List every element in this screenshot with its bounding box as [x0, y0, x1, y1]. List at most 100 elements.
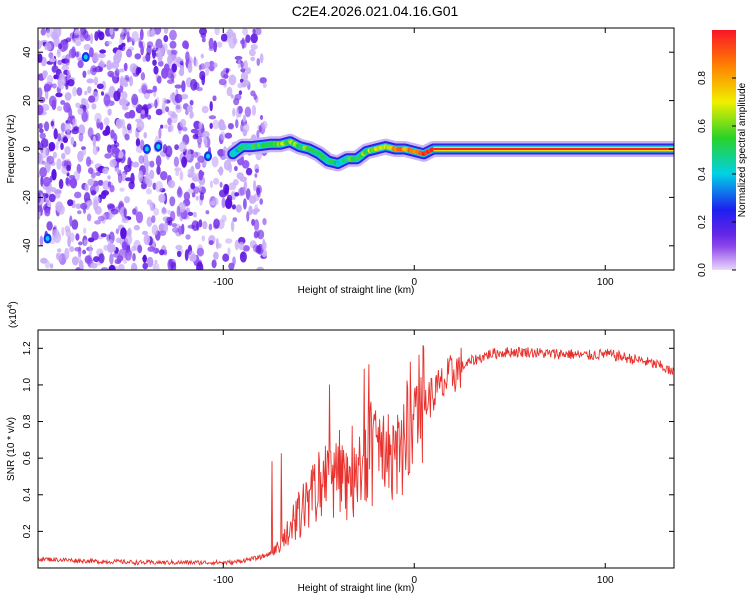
top-xlabel: Height of straight line (km) [298, 285, 415, 296]
noise-speckle [241, 37, 245, 50]
noise-speckle [240, 68, 246, 73]
noise-speckle [62, 136, 69, 143]
noise-speckle [98, 253, 105, 264]
noise-speckle [245, 34, 251, 43]
noise-speckle [83, 43, 91, 51]
noise-speckle [128, 180, 135, 190]
noise-speckle [198, 64, 202, 71]
noise-speckle [196, 261, 204, 270]
noise-speckle [112, 76, 118, 84]
noise-hotspot-core [144, 146, 149, 152]
noise-speckle [75, 51, 80, 58]
noise-speckle [153, 65, 159, 75]
noise-speckle [192, 134, 199, 140]
noise-speckle [211, 156, 219, 168]
noise-speckle [81, 110, 88, 123]
noise-speckle [228, 74, 237, 86]
noise-speckle [179, 141, 187, 153]
noise-speckle [228, 163, 233, 173]
noise-speckle [111, 148, 120, 158]
noise-speckle [209, 122, 213, 129]
noise-speckle [151, 224, 159, 236]
noise-speckle [214, 218, 218, 226]
noise-speckle [166, 49, 170, 54]
noise-speckle [163, 222, 169, 233]
noise-speckle [254, 204, 259, 215]
noise-speckle [250, 33, 258, 44]
bottom-multiplier: (x104) [7, 301, 19, 328]
noise-speckle [83, 239, 88, 246]
noise-speckle [187, 168, 192, 176]
noise-speckle [226, 86, 233, 97]
noise-speckle [120, 172, 127, 182]
noise-speckle [155, 181, 164, 193]
noise-speckle [64, 122, 71, 133]
noise-speckle [49, 187, 57, 193]
noise-speckle [242, 114, 247, 123]
noise-speckle [119, 77, 127, 87]
noise-speckle [158, 193, 166, 203]
noise-speckle [240, 123, 244, 132]
noise-speckle [190, 182, 196, 190]
noise-speckle [91, 103, 97, 110]
noise-speckle [239, 251, 247, 263]
noise-speckle [38, 202, 43, 213]
noise-speckle [49, 57, 56, 63]
noise-speckle [132, 253, 136, 262]
noise-speckle [67, 79, 75, 87]
noise-speckle [38, 173, 41, 178]
noise-speckle [208, 37, 214, 50]
noise-speckle [57, 77, 62, 89]
noise-speckle [187, 105, 193, 113]
noise-speckle [61, 226, 65, 237]
noise-speckle [161, 102, 166, 114]
noise-speckle [249, 48, 256, 57]
noise-speckle [192, 172, 198, 179]
noise-speckle [39, 167, 47, 178]
top-xtick-label: -100 [213, 277, 233, 288]
noise-speckle [245, 67, 252, 75]
noise-speckle [69, 215, 73, 227]
noise-speckle [146, 103, 152, 110]
noise-speckle [163, 249, 168, 256]
noise-speckle [245, 188, 251, 201]
noise-speckle [40, 28, 46, 36]
noise-speckle [129, 63, 138, 74]
top-ytick-label: -40 [22, 238, 33, 253]
noise-speckle [71, 128, 79, 135]
noise-speckle [140, 72, 146, 81]
noise-speckle [160, 171, 168, 181]
noise-speckle [191, 220, 199, 232]
noise-speckle [137, 244, 143, 254]
noise-speckle [222, 253, 230, 262]
noise-speckle [109, 184, 115, 193]
noise-speckle [38, 53, 43, 63]
noise-speckle [88, 167, 94, 175]
noise-speckle [195, 59, 199, 67]
top-ylabel: Frequency (Hz) [6, 115, 17, 184]
noise-speckle [184, 41, 189, 50]
noise-speckle [114, 167, 120, 173]
noise-speckle [49, 175, 53, 183]
noise-speckle [38, 96, 46, 104]
noise-speckle [77, 210, 82, 215]
noise-speckle [51, 31, 58, 40]
noise-speckle [262, 218, 267, 226]
noise-speckle [158, 127, 162, 139]
colorbar-tick-label: 0.0 [697, 263, 708, 277]
noise-speckle [197, 142, 202, 149]
noise-speckle [80, 202, 88, 210]
noise-speckle [221, 214, 227, 223]
noise-speckle [162, 97, 168, 105]
noise-speckle [195, 195, 199, 201]
noise-speckle [152, 85, 158, 93]
noise-speckle [43, 83, 52, 92]
noise-speckle [67, 199, 74, 207]
noise-speckle [185, 51, 190, 62]
noise-speckle [74, 30, 81, 36]
noise-speckle [89, 47, 94, 58]
noise-speckle [234, 93, 242, 101]
noise-speckle [108, 242, 115, 254]
noise-speckle [39, 235, 44, 247]
noise-speckle [104, 153, 112, 159]
